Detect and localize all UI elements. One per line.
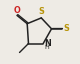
Text: N: N (44, 39, 51, 48)
Text: S: S (63, 24, 69, 33)
Text: S: S (39, 7, 45, 16)
Text: H: H (44, 45, 49, 50)
Text: O: O (14, 6, 20, 15)
